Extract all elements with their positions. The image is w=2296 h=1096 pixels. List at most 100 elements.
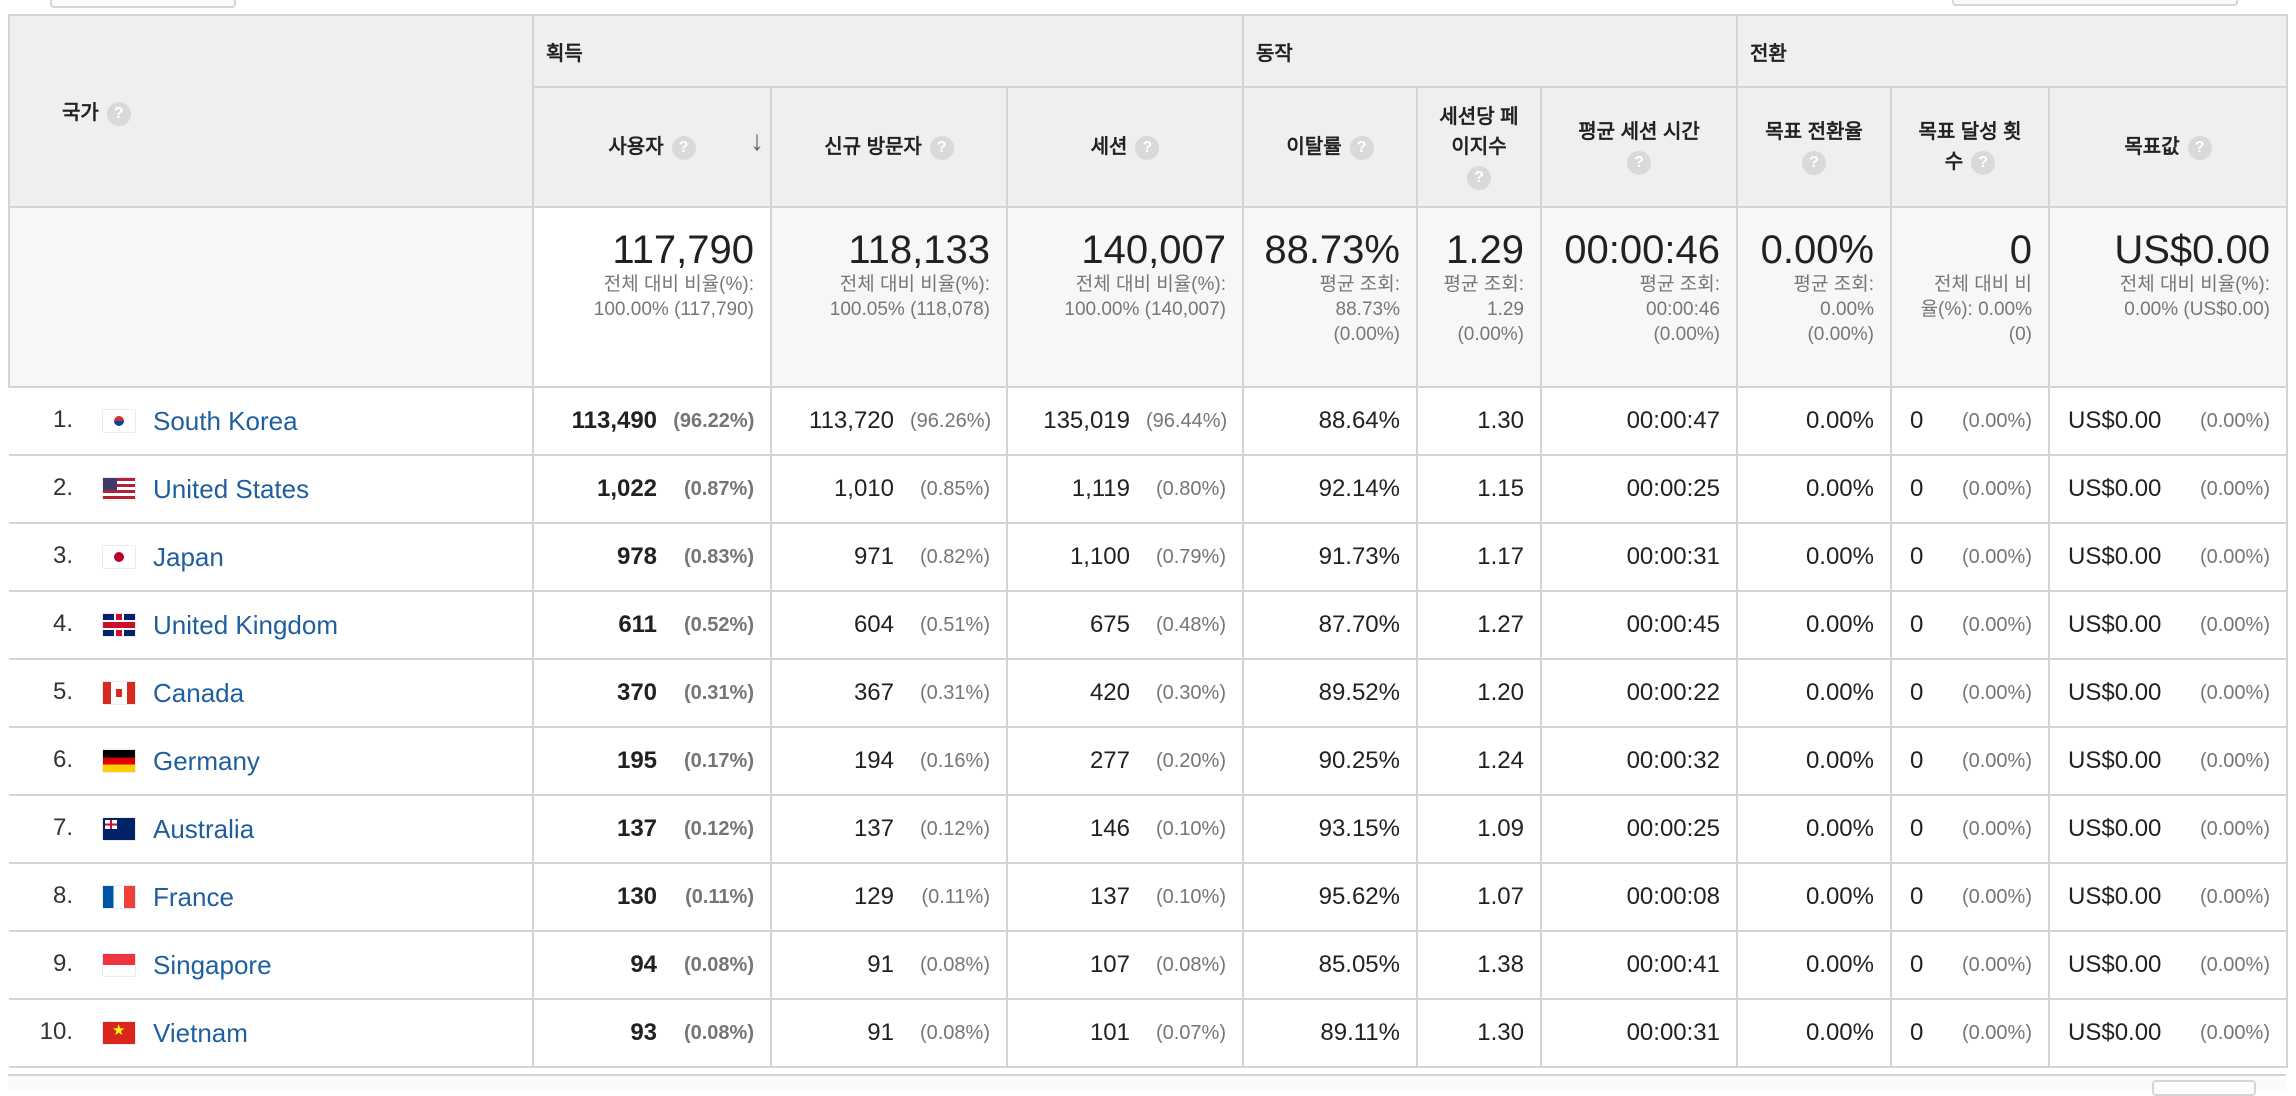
country-link[interactable]: Germany: [153, 745, 260, 776]
country-link[interactable]: United States: [153, 473, 310, 504]
users-value: 137: [616, 815, 658, 842]
country-link[interactable]: Australia: [153, 813, 255, 844]
totals-users-value: 117,790: [612, 228, 754, 272]
totals-goal-conversion-rate-sub1: 평균 조회:: [1793, 274, 1874, 295]
column-header-goal-value[interactable]: 목표값?: [2048, 86, 2288, 208]
users-cell: 978 (0.83%): [532, 522, 772, 592]
avg-session-duration-cell: 00:00:31: [1540, 998, 1738, 1068]
help-icon[interactable]: ?: [1467, 165, 1491, 190]
new-visitors-percent: (0.12%): [919, 818, 990, 840]
totals-bounce-rate-sub3: (0.00%): [1333, 324, 1400, 345]
users-percent: (0.83%): [683, 546, 754, 568]
goal-value-value: US$0.00: [2068, 815, 2162, 842]
help-icon[interactable]: ?: [1349, 135, 1374, 160]
country-cell: 1. South Korea: [9, 386, 534, 456]
goal-completions-value: 0: [1910, 1019, 1924, 1046]
goal-value-cell: US$0.00 (0.00%): [2048, 794, 2288, 864]
pages-per-session-cell: 1.07: [1416, 862, 1542, 932]
country-link[interactable]: Japan: [153, 541, 224, 572]
country-cell: 7. Australia: [9, 794, 534, 864]
goal-value-value: US$0.00: [2068, 1019, 2162, 1046]
help-icon[interactable]: ?: [671, 135, 696, 160]
help-icon[interactable]: ?: [1627, 150, 1651, 175]
goal-value-percent: (0.00%): [2199, 886, 2270, 908]
avg-session-duration-header-label: 평균 세션 시간: [1578, 121, 1700, 143]
new-visitors-cell: 367 (0.31%): [770, 658, 1008, 728]
totals-goal-completions: 0 전체 대비 비 율(%): 0.00% (0): [1890, 206, 2050, 388]
goal-completions-percent: (0.00%): [1961, 886, 2032, 908]
column-header-sessions[interactable]: 세션?: [1006, 86, 1244, 208]
goal-conversion-rate-cell: 0.00%: [1736, 454, 1892, 524]
sessions-value: 277: [1089, 747, 1130, 774]
column-header-pages-per-session[interactable]: 세션당 페 이지수 ?: [1416, 86, 1542, 208]
help-icon[interactable]: ?: [106, 101, 131, 126]
help-icon[interactable]: ?: [1971, 150, 1996, 175]
help-icon[interactable]: ?: [2187, 135, 2212, 160]
group-header-acquisition: 획득: [532, 14, 1244, 88]
column-header-country[interactable]: 국가?: [8, 14, 534, 208]
country-link[interactable]: Singapore: [153, 949, 272, 980]
table-row: 3. Japan 978 (0.83%) 971 (0.82%) 1,100 (0.79%) 9…: [9, 522, 2288, 592]
users-cell: 93 (0.08%): [532, 998, 772, 1068]
sessions-percent: (0.20%): [1155, 750, 1226, 772]
goal-conversion-rate-cell: 0.00%: [1736, 794, 1892, 864]
users-percent: (0.08%): [683, 1022, 754, 1044]
sessions-value: 1,119: [1071, 475, 1130, 502]
sessions-percent: (0.10%): [1155, 886, 1226, 908]
row-rank: 3.: [52, 542, 73, 570]
group-header-conversion: 전환: [1736, 14, 2288, 88]
help-icon[interactable]: ?: [929, 135, 954, 160]
canada-flag-icon: [103, 682, 135, 704]
users-cell: 370 (0.31%): [532, 658, 772, 728]
goal-completions-percent: (0.00%): [1961, 1022, 2032, 1044]
table-row: 10. Vietnam 93 (0.08%) 91 (0.08%) 101 (0.07%) 89…: [9, 998, 2288, 1068]
goal-conversion-rate-cell: 0.00%: [1736, 658, 1892, 728]
new-visitors-percent: (96.26%): [910, 410, 992, 432]
country-link[interactable]: Canada: [153, 677, 245, 708]
goal-conversion-rate-cell: 0.00%: [1736, 726, 1892, 796]
sort-descending-icon[interactable]: ↓: [750, 125, 764, 156]
country-cell: 2. United States: [9, 454, 534, 524]
new-visitors-cell: 604 (0.51%): [770, 590, 1008, 660]
top-toolbar: [0, 0, 2296, 14]
column-header-bounce-rate[interactable]: 이탈률?: [1242, 86, 1418, 208]
pages-per-session-cell: 1.09: [1416, 794, 1542, 864]
new-visitors-percent: (0.31%): [919, 682, 990, 704]
column-header-users[interactable]: 사용자? ↓: [532, 86, 772, 208]
column-header-new-visitors[interactable]: 신규 방문자?: [770, 86, 1008, 208]
new-visitors-cell: 971 (0.82%): [770, 522, 1008, 592]
column-header-avg-session-duration[interactable]: 평균 세션 시간 ?: [1540, 86, 1738, 208]
country-link[interactable]: France: [153, 881, 234, 912]
help-icon[interactable]: ?: [1135, 135, 1160, 160]
totals-bounce-rate-sub2: 88.73%: [1335, 299, 1400, 320]
toolbar-button-right[interactable]: [1952, 0, 2238, 6]
goal-completions-percent: (0.00%): [1961, 546, 2032, 568]
goal-completions-percent: (0.00%): [1961, 682, 2032, 704]
help-icon[interactable]: ?: [1802, 150, 1826, 175]
column-header-goal-conversion-rate[interactable]: 목표 전환율 ?: [1736, 86, 1892, 208]
goal-value-cell: US$0.00 (0.00%): [2048, 862, 2288, 932]
totals-avg-session-duration-sub1: 평균 조회:: [1639, 274, 1720, 295]
sessions-value: 101: [1089, 1019, 1130, 1046]
goal-completions-cell: 0 (0.00%): [1890, 522, 2050, 592]
goal-value-percent: (0.00%): [2199, 818, 2270, 840]
users-percent: (0.12%): [683, 818, 754, 840]
goal-completions-value: 0: [1910, 747, 1924, 774]
goal-conversion-rate-cell: 0.00%: [1736, 522, 1892, 592]
table-row: 4. United Kingdom 611 (0.52%) 604 (0.51%) 675 (…: [9, 590, 2288, 660]
toolbar-button-left[interactable]: [50, 0, 236, 8]
new-visitors-percent: (0.82%): [919, 546, 990, 568]
goal-value-cell: US$0.00 (0.00%): [2048, 658, 2288, 728]
country-cell: 5. Canada: [9, 658, 534, 728]
country-header-label: 국가: [62, 102, 99, 125]
new-visitors-percent: (0.16%): [919, 750, 990, 772]
country-link[interactable]: Vietnam: [153, 1017, 248, 1048]
sessions-value: 1,100: [1069, 543, 1130, 570]
goal-completions-cell: 0 (0.00%): [1890, 726, 2050, 796]
column-header-goal-completions[interactable]: 목표 달성 횟 수?: [1890, 86, 2050, 208]
country-link[interactable]: United Kingdom: [153, 609, 338, 640]
sessions-percent: (0.79%): [1155, 546, 1226, 568]
pagination-control[interactable]: [2152, 1080, 2256, 1096]
avg-session-duration-cell: 00:00:41: [1540, 930, 1738, 1000]
country-link[interactable]: South Korea: [153, 405, 298, 436]
